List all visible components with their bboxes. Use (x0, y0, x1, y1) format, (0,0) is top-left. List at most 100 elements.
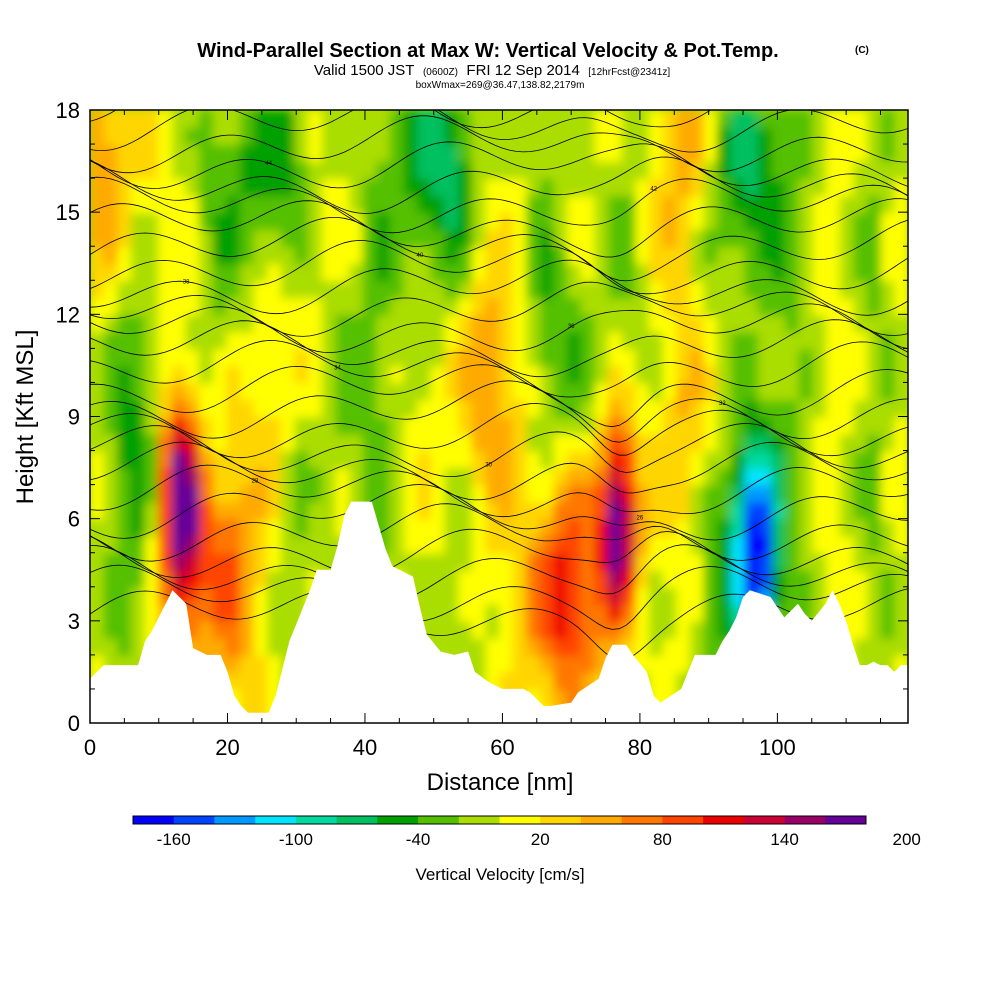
velocity-cell (785, 484, 800, 503)
velocity-cell (444, 178, 460, 197)
velocity-cell (267, 365, 282, 384)
velocity-cell (171, 263, 187, 282)
velocity-cell (144, 450, 160, 469)
colorbar-tick-label: 20 (531, 830, 550, 849)
velocity-cell (267, 603, 282, 622)
velocity-cell (785, 535, 800, 554)
velocity-cell (594, 501, 609, 520)
velocity-cell (90, 603, 105, 622)
velocity-cell (485, 620, 500, 639)
velocity-cell (144, 110, 160, 128)
velocity-cell (567, 348, 582, 367)
velocity-cell (280, 484, 296, 503)
velocity-cell (676, 212, 691, 231)
velocity-cell (362, 110, 378, 128)
velocity-cell (608, 178, 623, 197)
velocity-cell (212, 110, 228, 128)
velocity-cell (158, 280, 173, 299)
velocity-cell (758, 348, 773, 367)
velocity-cell (335, 280, 350, 299)
velocity-cell (539, 297, 555, 316)
velocity-cell (894, 637, 908, 656)
velocity-cell (471, 467, 487, 486)
velocity-cell (485, 637, 500, 656)
velocity-cell (308, 450, 323, 469)
velocity-cell (212, 569, 228, 588)
velocity-cell (471, 297, 487, 316)
velocity-cell (294, 501, 310, 520)
velocity-cell (90, 433, 105, 452)
velocity-cell (321, 450, 337, 469)
velocity-cell (430, 297, 446, 316)
velocity-cell (758, 382, 773, 401)
velocity-cell (199, 467, 214, 486)
velocity-cell (308, 518, 323, 537)
velocity-cell (185, 535, 200, 554)
theta-contour-label: 44 (265, 161, 272, 167)
velocity-cell (649, 654, 664, 673)
velocity-cell (894, 450, 908, 469)
velocity-cell (730, 212, 746, 231)
velocity-cell (539, 314, 555, 333)
velocity-cell (171, 246, 187, 265)
velocity-cell (199, 450, 214, 469)
velocity-cell (880, 501, 896, 520)
velocity-cell (389, 331, 405, 350)
velocity-cell (185, 433, 200, 452)
velocity-cell (103, 637, 119, 656)
velocity-cell (867, 382, 882, 401)
velocity-cell (226, 654, 241, 673)
velocity-cell (826, 195, 841, 214)
velocity-cell (662, 331, 678, 350)
velocity-cell (403, 314, 419, 333)
velocity-cell (594, 297, 609, 316)
velocity-cell (144, 518, 160, 537)
velocity-cell (103, 620, 119, 639)
velocity-cell (444, 416, 460, 435)
velocity-cell (867, 229, 882, 248)
velocity-cell (485, 263, 500, 282)
velocity-cell (662, 586, 678, 605)
subtitle-valid: Valid 1500 JST (314, 62, 415, 79)
velocity-cell (308, 195, 323, 214)
velocity-cell (826, 484, 841, 503)
velocity-cell (853, 297, 869, 316)
velocity-cell (703, 212, 719, 231)
velocity-cell (485, 603, 500, 622)
velocity-cell (676, 467, 691, 486)
velocity-cell (635, 399, 650, 418)
velocity-cell (444, 586, 460, 605)
velocity-cell (212, 416, 228, 435)
velocity-cell (389, 518, 405, 537)
velocity-cell (171, 552, 187, 571)
velocity-cell (280, 348, 296, 367)
velocity-cell (103, 552, 119, 571)
velocity-cell (199, 518, 214, 537)
velocity-cell (362, 161, 378, 180)
velocity-cell (812, 552, 828, 571)
velocity-cell (730, 110, 746, 128)
velocity-cell (362, 365, 378, 384)
velocity-cell (240, 127, 255, 145)
velocity-cell (553, 365, 569, 384)
velocity-cell (389, 450, 405, 469)
velocity-cell (144, 501, 160, 520)
velocity-cell (267, 280, 282, 299)
velocity-cell (567, 178, 582, 197)
theta-contour-line (90, 364, 908, 428)
velocity-cell (349, 263, 364, 282)
velocity-cell (362, 433, 378, 452)
velocity-cell (185, 365, 200, 384)
velocity-cell (621, 229, 637, 248)
velocity-cell (444, 365, 460, 384)
velocity-cell (553, 518, 569, 537)
velocity-cell (458, 518, 473, 537)
velocity-cell (539, 263, 555, 282)
velocity-cell (130, 416, 146, 435)
velocity-cell (635, 212, 650, 231)
velocity-cell (512, 399, 528, 418)
velocity-cell (894, 484, 908, 503)
velocity-cell (485, 246, 500, 265)
velocity-cell (839, 484, 855, 503)
velocity-cell (417, 127, 432, 145)
